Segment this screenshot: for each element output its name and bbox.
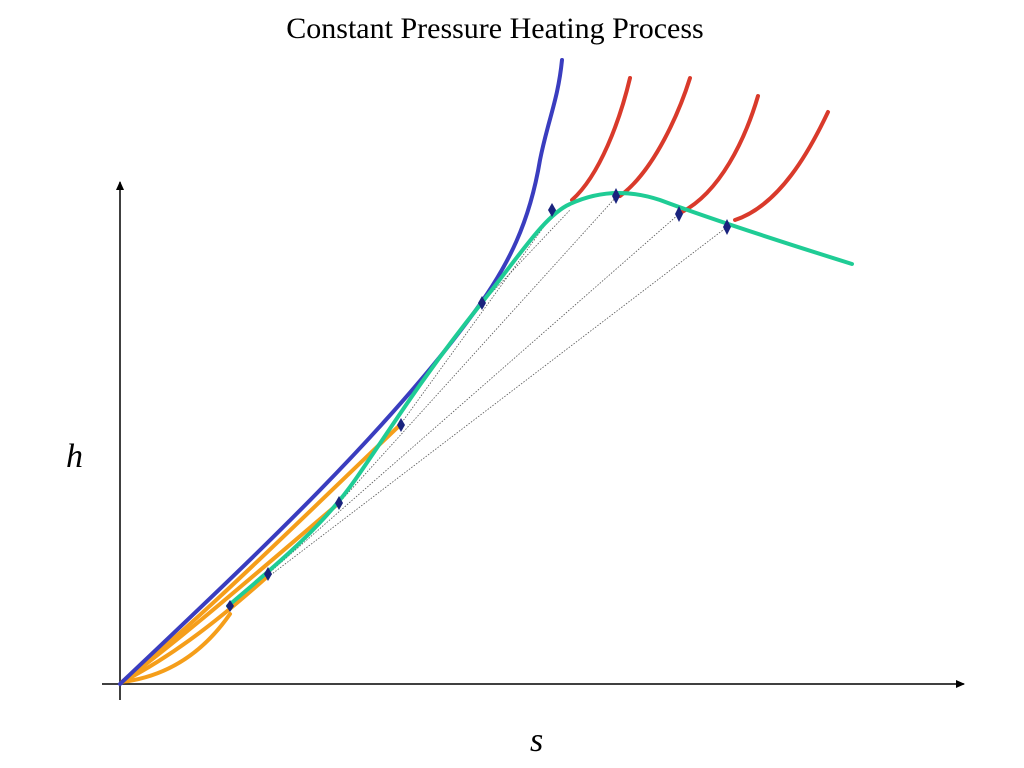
navy-diamond-marker-icon [675,206,683,222]
tie-lines [229,195,728,607]
orange-isobar-4 [120,423,402,684]
tie-line [399,209,557,426]
orange-isobar-2 [120,574,270,684]
navy-diamond-marker-icon [264,567,272,581]
x-axis-label: s [530,722,544,759]
tie-line [481,209,571,304]
axes [102,181,965,700]
tie-line [338,195,618,504]
orange-isobar-1 [120,612,232,684]
red-isobar-4 [733,110,830,222]
page-title: Constant Pressure Heating Process [286,12,704,45]
tie-line [267,213,680,575]
y-axis-label: h [66,438,83,475]
red-isobar-2 [618,76,692,198]
navy-diamond-marker-icon [612,188,620,204]
navy-diamond-marker-icon [548,203,556,217]
red-isobar-1 [570,76,632,202]
process-curve [226,191,854,608]
red-isobar-3 [680,94,760,214]
navy-diamond-marker-icon [397,418,405,432]
tie-line [229,226,728,607]
superheated-isobars [570,76,830,222]
navy-diamond-marker-icon [478,296,486,310]
navy-diamond-marker-icon [335,496,343,510]
state-points [226,188,731,612]
compressed-liquid-isobars [120,423,402,684]
navy-diamond-marker-icon [723,219,731,235]
saturation-line [118,58,564,686]
navy-diamond-marker-icon [226,600,234,612]
